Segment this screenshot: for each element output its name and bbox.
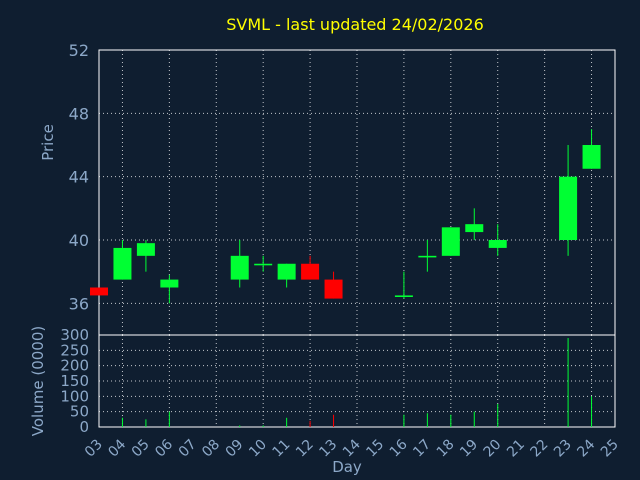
candle-body bbox=[113, 247, 132, 280]
candle-body bbox=[441, 227, 460, 256]
volume-axis-label: Volume (0000) bbox=[29, 326, 47, 436]
candle-body bbox=[418, 255, 437, 258]
candles bbox=[90, 129, 601, 304]
chart-title: SVML - last updated 24/02/2026 bbox=[226, 15, 484, 34]
candle-body bbox=[90, 287, 108, 296]
candle bbox=[160, 274, 179, 304]
x-tick-label: 06 bbox=[152, 436, 176, 460]
volume-grid bbox=[99, 335, 615, 427]
price-axis-label: Price bbox=[39, 124, 57, 161]
x-tick-label: 18 bbox=[434, 437, 458, 461]
x-tick-label: 21 bbox=[504, 437, 528, 461]
candle bbox=[441, 227, 460, 256]
x-tick-label: 23 bbox=[551, 437, 575, 461]
x-tick-label: 10 bbox=[246, 437, 270, 461]
x-tick-label: 13 bbox=[316, 437, 340, 461]
x-tick-label: 16 bbox=[387, 436, 411, 460]
candle bbox=[394, 271, 413, 299]
volume-tick-label: 0 bbox=[79, 418, 89, 436]
x-tick-label: 12 bbox=[293, 437, 317, 461]
volume-tick-label: 200 bbox=[60, 357, 89, 375]
x-tick-label: 20 bbox=[481, 437, 505, 461]
candle bbox=[136, 240, 155, 272]
candle-body bbox=[230, 255, 249, 280]
price-tick-label: 48 bbox=[69, 104, 89, 123]
volume-tick-label: 50 bbox=[70, 403, 89, 421]
price-tick-label: 36 bbox=[69, 294, 89, 313]
volume-bars bbox=[121, 338, 593, 427]
x-tick-label: 15 bbox=[363, 437, 387, 461]
volume-panel-frame bbox=[98, 334, 616, 428]
price-tick-label: 44 bbox=[69, 168, 89, 187]
price-tick-label: 40 bbox=[69, 231, 89, 250]
candle bbox=[582, 129, 601, 169]
candle-body bbox=[160, 279, 179, 288]
x-tick-label: 09 bbox=[223, 437, 247, 461]
candle bbox=[230, 240, 249, 288]
candle-body bbox=[394, 295, 413, 297]
price-panel-frame bbox=[98, 49, 616, 336]
candle-body bbox=[488, 240, 507, 248]
candle-body bbox=[301, 263, 320, 280]
volume-tick-label: 150 bbox=[60, 372, 89, 390]
candle-body bbox=[324, 279, 343, 299]
candle bbox=[488, 224, 507, 256]
x-tick-label: 03 bbox=[82, 437, 106, 461]
candle-body bbox=[465, 224, 484, 233]
price-grid bbox=[99, 50, 615, 335]
candle-body bbox=[277, 263, 296, 280]
candle bbox=[465, 208, 484, 240]
x-tick-label: 24 bbox=[574, 436, 598, 460]
x-tick-label: 25 bbox=[598, 437, 622, 461]
candle-body bbox=[582, 145, 601, 169]
x-tick-label: 22 bbox=[528, 437, 552, 461]
x-tick-label: 05 bbox=[129, 437, 153, 461]
x-axis-label: Day bbox=[332, 458, 362, 476]
x-tick-label: 04 bbox=[105, 436, 129, 460]
candle-body bbox=[254, 263, 273, 266]
volume-tick-label: 250 bbox=[60, 341, 89, 359]
volume-tick-label: 300 bbox=[60, 326, 89, 344]
candle bbox=[559, 145, 578, 256]
price-tick-label: 52 bbox=[69, 41, 89, 60]
candle-body bbox=[136, 243, 155, 256]
candle bbox=[277, 263, 296, 288]
x-ticks: 03 04 05 06 07 08 09 10 11 12 13 14 15 16 17 18 19 20 21 22… bbox=[82, 436, 622, 460]
candle bbox=[254, 255, 273, 272]
candle-body bbox=[559, 176, 578, 240]
x-tick-label: 11 bbox=[270, 437, 294, 461]
candle bbox=[90, 287, 108, 296]
x-tick-label: 14 bbox=[340, 436, 364, 460]
volume-tick-label: 100 bbox=[60, 387, 89, 405]
candle bbox=[301, 255, 320, 280]
candle bbox=[418, 240, 437, 272]
candle bbox=[113, 240, 132, 280]
candle bbox=[324, 271, 343, 299]
price-y-ticks: 36 40 44 48 52 bbox=[69, 41, 89, 313]
x-tick-label: 07 bbox=[176, 437, 200, 461]
x-tick-label: 19 bbox=[457, 437, 481, 461]
x-tick-label: 17 bbox=[410, 437, 434, 461]
x-tick-label: 08 bbox=[199, 437, 223, 461]
